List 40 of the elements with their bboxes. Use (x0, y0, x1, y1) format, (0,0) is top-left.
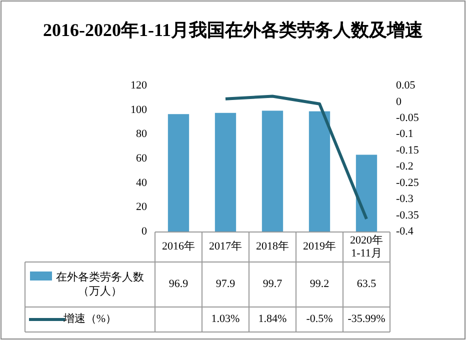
y2-tick-label: -0.15 (396, 144, 420, 156)
x-tick-label: 2017年 (209, 240, 242, 253)
data-label: 97.9 (216, 278, 236, 290)
x-tick-label: 2020年1-11月 (350, 234, 383, 260)
legend-label: 在外各类劳务人数（万人） (56, 270, 144, 298)
x-tick-label: 2019年 (303, 240, 336, 253)
bar (262, 110, 284, 232)
data-label: 99.2 (310, 278, 330, 290)
y2-tick-label: -0.05 (396, 112, 420, 124)
y2-tick-label: -0.2 (396, 160, 414, 173)
y2-tick-label: 0 (396, 96, 402, 108)
data-label: 63.5 (356, 278, 377, 290)
y2-tick-label: -0.35 (396, 209, 420, 222)
y-tick-label: 0 (142, 226, 148, 238)
legend-label: 增速（%） (62, 312, 117, 326)
y2-tick-label: -0.4 (396, 226, 414, 238)
bar (308, 111, 330, 232)
y2-tick-label: -0.25 (396, 176, 420, 189)
y2-tick-label: 0.05 (396, 80, 416, 92)
data-label: 99.7 (262, 278, 283, 290)
data-label: 1.03% (211, 313, 240, 326)
data-label: 96.9 (168, 278, 189, 290)
y-tick-label: 20 (136, 201, 148, 214)
y-tick-label: 120 (130, 80, 148, 92)
line-series (224, 94, 368, 220)
chart-title: 2016-2020年1-11月我国在外各类劳务人数及增速 (43, 20, 423, 40)
x-tick-label: 2018年 (256, 240, 289, 253)
bar (168, 114, 190, 232)
bar (356, 154, 378, 232)
y2-tick-label: -0.3 (396, 193, 414, 206)
data-label: -35.99% (348, 313, 386, 326)
bar (214, 112, 236, 232)
y-tick-label: 80 (136, 128, 148, 140)
data-label: -0.5% (306, 313, 333, 326)
y-tick-label: 60 (136, 152, 148, 165)
y2-tick-label: -0.1 (396, 128, 414, 140)
x-tick-label: 2016年 (162, 240, 195, 253)
data-label: 1.84% (258, 313, 287, 326)
y-tick-label: 40 (136, 176, 148, 189)
y-tick-label: 100 (130, 104, 148, 116)
